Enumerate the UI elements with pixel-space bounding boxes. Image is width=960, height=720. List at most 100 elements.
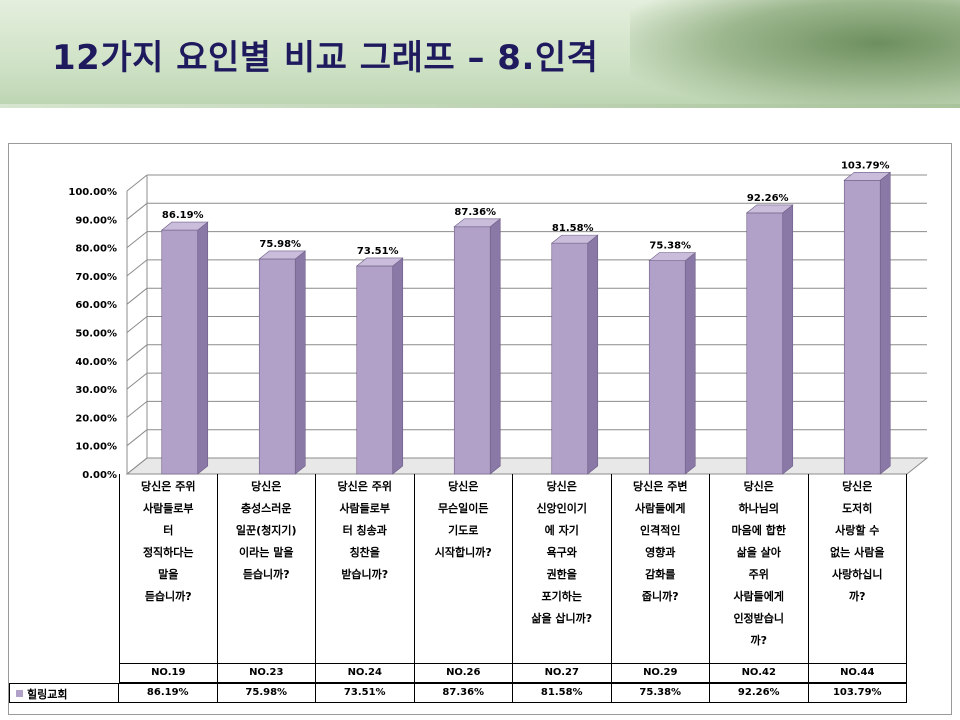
bar-side <box>489 218 501 475</box>
bar-top <box>843 171 892 181</box>
value-cell: 92.26% <box>710 683 809 703</box>
data-label: 75.38% <box>649 241 691 252</box>
value-cell: 75.98% <box>217 683 316 703</box>
value-label: 75.38% <box>639 687 682 698</box>
question-number: NO.19 <box>151 667 186 678</box>
gridline-diagonal <box>126 429 148 447</box>
gridline-diagonal <box>126 202 148 220</box>
bar-side <box>782 204 794 475</box>
bar <box>453 226 491 475</box>
data-label: 81.58% <box>552 223 594 234</box>
category-cell: 당신은 주위 사람들로부 터 정직하다는 말을 듣습니까? <box>119 474 218 664</box>
y-tick-label: 30.00% <box>75 385 117 396</box>
y-tick-label: 70.00% <box>75 272 117 283</box>
bar-top <box>453 218 502 228</box>
bar <box>746 212 784 475</box>
y-tick-label: 60.00% <box>75 300 117 311</box>
question-number-cell: NO.27 <box>513 664 612 683</box>
header-banner: 12가지 요인별 비교 그래프 – 8.인격 <box>0 0 960 108</box>
bar-side <box>392 257 404 475</box>
category-cell: 당신은 신앙인이기 에 자기 욕구와 권한을 포기하는 삶을 삽니까? <box>513 474 612 664</box>
gridline-diagonal <box>126 457 148 475</box>
category-cell: 당신은 주위 사람들로부 터 칭송과 칭찬을 받습니까? <box>316 474 415 664</box>
gridline-diagonal <box>126 344 148 362</box>
data-label: 73.51% <box>357 246 399 257</box>
value-label: 75.98% <box>245 687 288 698</box>
y-tick-label: 80.00% <box>75 244 117 255</box>
page-title: 12가지 요인별 비교 그래프 – 8.인격 <box>52 38 599 78</box>
value-cell: 86.19% <box>119 683 218 703</box>
gridline-diagonal <box>126 259 148 277</box>
legend-cell: 힐링교회 <box>9 683 119 703</box>
value-label: 73.51% <box>343 687 386 698</box>
data-label: 87.36% <box>454 207 496 218</box>
data-label: 75.98% <box>259 239 301 250</box>
question-number-cell: NO.29 <box>611 664 710 683</box>
category-label: 당신은 충성스러운 일꾼(청지기) 이라는 말을 듣습니까? <box>235 480 297 581</box>
bar-side <box>879 171 891 475</box>
chart-frame: 0.00% 10.00% 20.00% 30.00% 40.00% 50.00% 60.00… <box>8 143 952 715</box>
y-tick-label: 50.00% <box>75 329 117 340</box>
category-label: 당신은 주위 사람들로부 터 정직하다는 말을 듣습니까? <box>141 480 196 603</box>
chart-floor <box>125 457 929 475</box>
gridline-diagonal <box>126 174 148 192</box>
category-cell: 당신은 무슨일이든 기도로 시작합니까? <box>414 474 513 664</box>
question-number-cell: NO.44 <box>808 664 907 683</box>
question-number-cell: NO.42 <box>710 664 809 683</box>
value-label: 86.19% <box>146 687 189 698</box>
bar <box>161 229 199 475</box>
value-label: 92.26% <box>737 687 780 698</box>
question-number-cell: NO.19 <box>119 664 218 683</box>
gridline-diagonal <box>126 372 148 390</box>
question-number: NO.27 <box>544 667 579 678</box>
data-label: 86.19% <box>162 210 204 221</box>
bar-top <box>160 221 209 231</box>
category-label: 당신은 도저히 사랑할 수 없는 사람을 사랑하십니 까? <box>830 480 885 603</box>
y-tick-label: 10.00% <box>75 442 117 453</box>
gridline-diagonal <box>126 231 148 248</box>
category-label: 당신은 하나님의 마음에 합한 삶을 살아 주위 사람들에게 인정받습니 까? <box>731 480 786 647</box>
bar-top <box>648 252 697 261</box>
y-tick-label: 40.00% <box>75 357 117 368</box>
bar-top <box>550 234 599 244</box>
bar <box>551 242 589 475</box>
gridline-diagonal <box>126 401 148 418</box>
bar-side <box>197 221 209 475</box>
stethoscope-decoration <box>630 0 960 108</box>
bar <box>648 260 686 475</box>
question-number-cell: NO.23 <box>217 664 316 683</box>
gridline-diagonal <box>126 316 148 333</box>
value-cell: 73.51% <box>316 683 415 703</box>
category-cell: 당신은 하나님의 마음에 합한 삶을 살아 주위 사람들에게 인정받습니 까? <box>710 474 809 664</box>
bar <box>258 258 296 475</box>
category-cell: 당신은 도저히 사랑할 수 없는 사람을 사랑하십니 까? <box>808 474 907 664</box>
y-tick-label: 90.00% <box>75 215 117 226</box>
value-label: 103.79% <box>832 687 882 698</box>
question-number: NO.26 <box>446 667 481 678</box>
category-label: 당신은 주변 사람들에게 인격적인 영향과 감화를 줍니까? <box>633 480 688 603</box>
question-number-cell: NO.24 <box>316 664 415 683</box>
value-cell: 103.79% <box>808 683 907 703</box>
bar-side <box>294 250 306 475</box>
question-number-cell: NO.26 <box>414 664 513 683</box>
y-tick-label: 20.00% <box>75 413 117 424</box>
value-cell: 75.38% <box>611 683 710 703</box>
question-number: NO.42 <box>741 667 776 678</box>
bar-top <box>258 250 307 260</box>
bar-chart: 0.00% 10.00% 20.00% 30.00% 40.00% 50.00% 60.00… <box>68 160 929 481</box>
data-label: 103.79% <box>841 160 890 171</box>
y-tick-label: 100.00% <box>68 187 117 198</box>
question-number: NO.23 <box>249 667 284 678</box>
question-number: NO.24 <box>347 667 382 678</box>
data-label: 92.26% <box>747 193 789 204</box>
question-number: NO.29 <box>643 667 678 678</box>
category-cell: 당신은 주변 사람들에게 인격적인 영향과 감화를 줍니까? <box>611 474 710 664</box>
bar-top <box>355 257 404 267</box>
legend-label: 힐링교회 <box>27 688 68 701</box>
bar-side <box>587 234 599 475</box>
y-tick-label: 0.00% <box>82 470 117 481</box>
bar-side <box>684 252 696 475</box>
question-number: NO.44 <box>840 667 875 678</box>
bar <box>843 179 881 475</box>
value-label: 87.36% <box>442 687 485 698</box>
